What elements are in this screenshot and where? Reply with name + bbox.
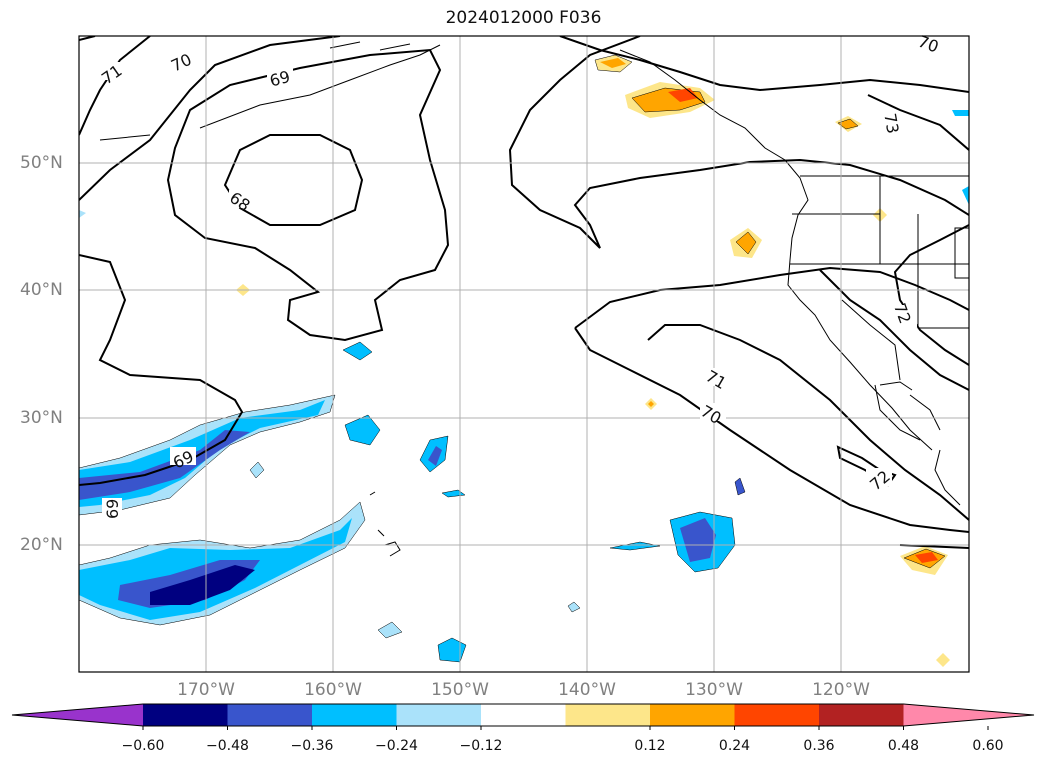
colorbar-segment bbox=[312, 704, 397, 726]
contour-labels: 71 70 69 68 70 73 71 70 72 72 69 69 bbox=[98, 32, 943, 524]
colorbar-segment bbox=[565, 704, 651, 726]
lat-label-20n: 20°N bbox=[20, 535, 63, 555]
contour-73 bbox=[867, 94, 969, 151]
colorbar-tick-label: 0.48 bbox=[887, 738, 920, 754]
colorbar-segment bbox=[650, 704, 735, 726]
colorbar-segment bbox=[396, 704, 482, 726]
colorbar-segment bbox=[819, 704, 904, 726]
anomaly-fills bbox=[79, 54, 969, 667]
colorbar-segment bbox=[143, 704, 228, 726]
colorbar-extend-high bbox=[903, 704, 1034, 726]
colorbar-tick-label: −0.48 bbox=[206, 738, 249, 754]
contour-72 bbox=[819, 224, 969, 391]
colorbar bbox=[11, 703, 1035, 730]
contour-70-south bbox=[574, 266, 969, 533]
contour-70 bbox=[79, 36, 969, 201]
graticule bbox=[79, 36, 969, 672]
lon-label-160w: 160°W bbox=[304, 680, 362, 700]
negative-band-south-darkest bbox=[150, 565, 255, 605]
contour-71 bbox=[79, 254, 244, 486]
colorbar-tick-label: 0.60 bbox=[972, 738, 1004, 754]
contour-71-east bbox=[79, 36, 151, 136]
colorbar-segment bbox=[227, 704, 313, 726]
plot-frame bbox=[78, 35, 970, 673]
lon-label-170w: 170°W bbox=[177, 680, 235, 700]
colorbar-tick-label: 0.24 bbox=[718, 738, 751, 754]
colorbar-segment bbox=[481, 704, 566, 726]
lon-label-140w: 140°W bbox=[558, 680, 616, 700]
lon-label-130w: 130°W bbox=[685, 680, 743, 700]
lon-label-150w: 150°W bbox=[431, 680, 489, 700]
colorbar-extend-low bbox=[12, 704, 143, 726]
lat-label-30n: 30°N bbox=[20, 408, 63, 428]
contour-69 bbox=[166, 48, 450, 342]
contour-70-west bbox=[79, 36, 96, 41]
contour-lines bbox=[79, 36, 969, 549]
contour-label: 69 bbox=[268, 67, 293, 91]
colorbar-tick-label: −0.24 bbox=[375, 738, 418, 754]
contour-label: 69 bbox=[103, 499, 122, 519]
coastlines bbox=[99, 41, 969, 557]
colorbar-tick-label: 0.12 bbox=[634, 738, 666, 754]
contour-71-south bbox=[647, 324, 969, 521]
contour-label: 73 bbox=[880, 112, 902, 135]
colorbar-tick-label: −0.12 bbox=[459, 738, 503, 754]
lat-label-40n: 40°N bbox=[20, 280, 63, 300]
contour-68 bbox=[223, 134, 364, 226]
colorbar-segment bbox=[734, 704, 820, 726]
lat-label-50n: 50°N bbox=[20, 153, 63, 173]
map-title: 2024012000 F036 bbox=[445, 8, 602, 28]
negative-band-north-inner bbox=[79, 430, 250, 500]
colorbar-tick-label: −0.60 bbox=[121, 738, 165, 754]
colorbar-tick-label: 0.36 bbox=[803, 738, 835, 754]
lon-label-120w: 120°W bbox=[812, 680, 870, 700]
contour-71-long bbox=[508, 36, 969, 249]
colorbar-tick-label: −0.36 bbox=[290, 738, 334, 754]
